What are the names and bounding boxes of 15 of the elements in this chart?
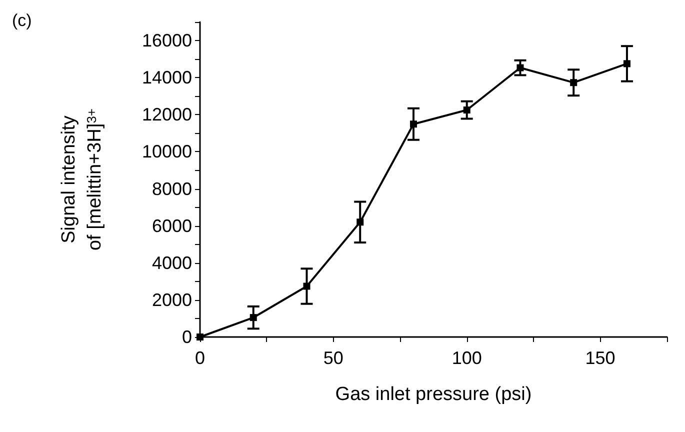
- y-tick-label: 4000: [152, 252, 192, 273]
- y-tick-label: 6000: [152, 216, 192, 236]
- x-tick-label: 0: [194, 348, 206, 368]
- y-tick-label: 16000: [142, 30, 192, 51]
- x-tick-label: 150: [585, 348, 616, 368]
- y-tick-label: 2000: [152, 290, 192, 310]
- x-tick-label: 100: [452, 348, 482, 368]
- y-tick-label: 8000: [152, 178, 192, 199]
- x-tick-label: 50: [323, 348, 344, 368]
- text: (c): [12, 11, 32, 30]
- y-tick-label: 10000: [142, 142, 192, 162]
- x-axis-title: Gas inlet pressure (psi): [335, 384, 532, 405]
- y-tick-label: 12000: [142, 104, 192, 125]
- y-tick-label: 14000: [142, 68, 192, 88]
- y-tick-label: 0: [182, 327, 192, 347]
